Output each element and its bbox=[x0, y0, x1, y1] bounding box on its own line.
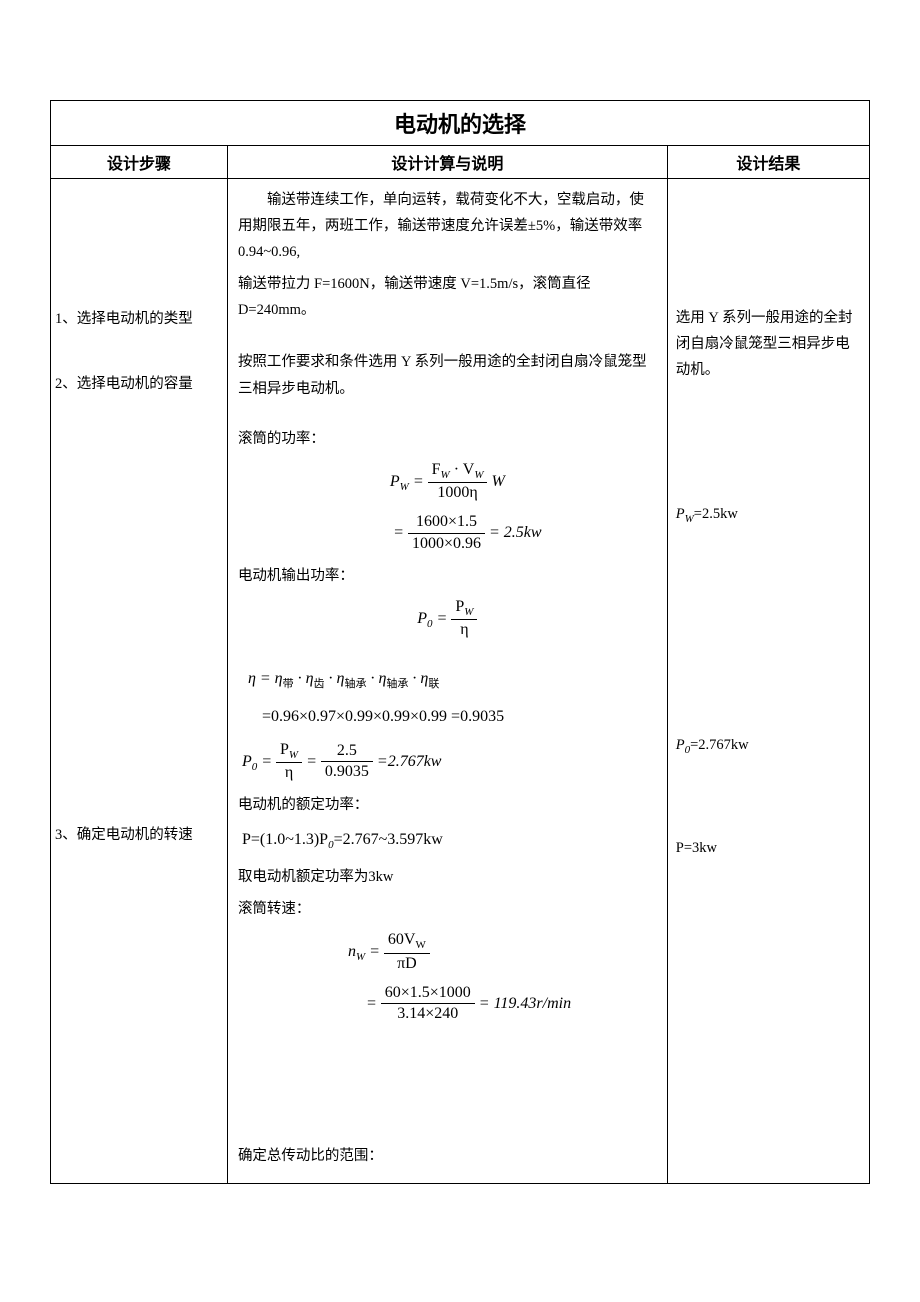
result-4: P=3kw bbox=[676, 835, 861, 861]
formula-nw: nW = 60VWπD bbox=[238, 930, 657, 974]
step-2: 2、选择电动机的容量 bbox=[55, 372, 223, 393]
formula-pw-calc: = 1600×1.51000×0.96 = 2.5kw bbox=[238, 512, 657, 555]
formula-pw: PW = FW · VW1000η W bbox=[238, 460, 657, 504]
eta-line: η = η带 · η齿 · η轴承 · η轴承 · η联 bbox=[238, 665, 657, 695]
p0-eq: P0 = PWη = 2.50.9035 =2.767kw bbox=[238, 740, 657, 784]
result-2: PW=2.5kw bbox=[676, 501, 861, 530]
pw-num: FW · VW bbox=[428, 460, 488, 483]
step-3: 3、确定电动机的转速 bbox=[55, 823, 223, 844]
intro-1: 输送带连续工作，单向运转，载荷变化不大，空载启动，使用期限五年，两班工作，输送带… bbox=[238, 187, 657, 265]
step1-text: 按照工作要求和条件选用 Y 系列一般用途的全封闭自扇冷鼠笼型三相异步电动机。 bbox=[238, 349, 657, 401]
header-steps: 设计步骤 bbox=[51, 146, 228, 179]
header-result: 设计结果 bbox=[667, 146, 869, 179]
design-table: 电动机的选择 设计步骤 设计计算与说明 设计结果 1、选择电动机的类型 2、选择… bbox=[50, 100, 870, 1184]
eta-calc: =0.96×0.97×0.99×0.99×0.99 =0.9035 bbox=[238, 703, 657, 732]
s3-label1: 滚筒转速： bbox=[238, 896, 657, 922]
calc-cell: 输送带连续工作，单向运转，载荷变化不大，空载启动，使用期限五年，两班工作，输送带… bbox=[227, 179, 667, 1184]
s2-label2: 电动机输出功率： bbox=[238, 563, 657, 589]
s2-label3: 电动机的额定功率： bbox=[238, 792, 657, 818]
table-title: 电动机的选择 bbox=[51, 101, 870, 146]
pw-den: 1000η bbox=[428, 483, 488, 504]
formula-nw2: = 60×1.5×10003.14×240 = 119.43r/min bbox=[238, 983, 657, 1026]
intro-2: 输送带拉力 F=1600N，输送带速度 V=1.5m/s，滚筒直径D=240mm… bbox=[238, 271, 657, 323]
p-pick: 取电动机额定功率为3kw bbox=[238, 864, 657, 890]
formula-p0: P0 = PWη bbox=[238, 597, 657, 641]
s3-label2: 确定总传动比的范围： bbox=[238, 1143, 657, 1169]
s2-label1: 滚筒的功率： bbox=[238, 426, 657, 452]
result-cell: 选用 Y 系列一般用途的全封闭自扇冷鼠笼型三相异步电动机。 PW=2.5kw P… bbox=[667, 179, 869, 1184]
header-calc: 设计计算与说明 bbox=[227, 146, 667, 179]
step-1: 1、选择电动机的类型 bbox=[55, 307, 223, 328]
steps-cell: 1、选择电动机的类型 2、选择电动机的容量 3、确定电动机的转速 bbox=[51, 179, 228, 1184]
result-1: 选用 Y 系列一般用途的全封闭自扇冷鼠笼型三相异步电动机。 bbox=[676, 305, 861, 383]
result-3: P0=2.767kw bbox=[676, 732, 861, 761]
p-range: P=(1.0~1.3)P0=2.767~3.597kw bbox=[238, 826, 657, 856]
